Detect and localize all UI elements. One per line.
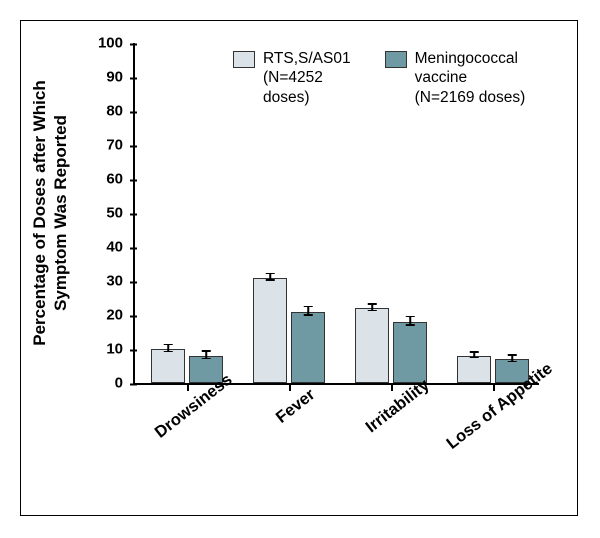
y-tick: 70	[83, 137, 135, 154]
y-tick: 30	[83, 273, 135, 290]
legend-item-series-b: Meningococcal vaccine (N=2169 doses)	[385, 49, 533, 107]
y-axis-label-text: Percentage of Doses after WhichSymptom W…	[30, 80, 70, 345]
bar	[253, 278, 287, 383]
legend-text-series-a: RTS,S/AS01 (N=4252 doses)	[263, 49, 351, 107]
y-tick: 20	[83, 307, 135, 324]
x-tick	[391, 383, 393, 391]
y-tick: 90	[83, 69, 135, 86]
y-tick: 80	[83, 103, 135, 120]
y-tick: 100	[83, 35, 135, 52]
chart-frame: Percentage of Doses after WhichSymptom W…	[20, 20, 578, 516]
x-tick	[493, 383, 495, 391]
error-bar	[371, 303, 373, 311]
error-bar	[409, 316, 411, 326]
legend-series-b-line1: Meningococcal vaccine	[415, 50, 518, 86]
error-bar	[269, 273, 271, 281]
legend-series-a-line2: (N=4252 doses)	[263, 69, 323, 105]
legend-series-b-line2: (N=2169 doses)	[415, 89, 526, 106]
bar	[355, 308, 389, 383]
error-bar	[167, 344, 169, 352]
plot-area: RTS,S/AS01 (N=4252 doses) Meningococcal …	[133, 43, 539, 385]
y-tick: 0	[83, 375, 135, 392]
error-bar	[473, 351, 475, 358]
legend: RTS,S/AS01 (N=4252 doses) Meningococcal …	[233, 49, 533, 107]
x-tick	[289, 383, 291, 391]
y-tick: 60	[83, 171, 135, 188]
plot-wrap: Percentage of Doses after WhichSymptom W…	[21, 21, 577, 515]
y-tick: 10	[83, 341, 135, 358]
x-tick	[187, 383, 189, 391]
legend-item-series-a: RTS,S/AS01 (N=4252 doses)	[233, 49, 351, 107]
legend-series-a-line1: RTS,S/AS01	[263, 50, 351, 67]
bar	[151, 349, 185, 383]
error-bar	[511, 354, 513, 362]
x-axis-label: Fever	[273, 385, 319, 427]
legend-text-series-b: Meningococcal vaccine (N=2169 doses)	[415, 49, 533, 107]
y-tick: 40	[83, 239, 135, 256]
bar	[291, 312, 325, 383]
error-bar	[307, 306, 309, 316]
bar	[393, 322, 427, 383]
legend-swatch-series-a	[233, 51, 255, 68]
error-bar	[205, 350, 207, 359]
bar	[457, 356, 491, 383]
y-axis-label: Percentage of Doses after WhichSymptom W…	[29, 43, 77, 383]
y-tick: 50	[83, 205, 135, 222]
x-axis-label: Irritability	[362, 376, 433, 437]
legend-swatch-series-b	[385, 51, 407, 68]
